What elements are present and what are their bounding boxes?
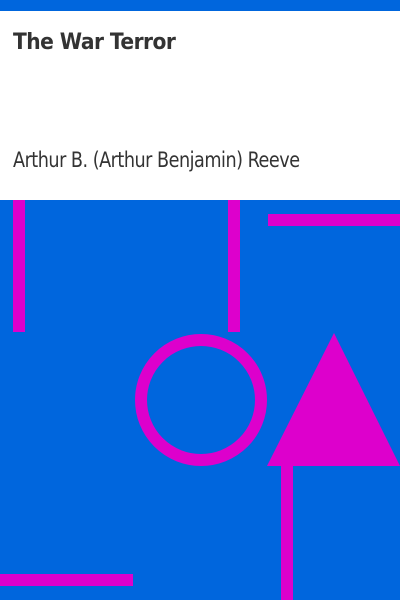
ring-shape: [135, 334, 267, 466]
bottom-vertical-bar: [281, 466, 293, 600]
cover-artwork: [0, 200, 400, 600]
book-title: The War Terror: [13, 30, 176, 55]
center-vertical-bar: [228, 200, 240, 332]
triangle-shape: [267, 333, 400, 466]
top-right-horizontal-bar: [268, 214, 400, 226]
bottom-left-horizontal-bar: [0, 574, 133, 586]
left-vertical-bar: [13, 200, 25, 332]
top-accent-bar: [0, 0, 400, 11]
book-author: Arthur B. (Arthur Benjamin) Reeve: [13, 148, 300, 172]
